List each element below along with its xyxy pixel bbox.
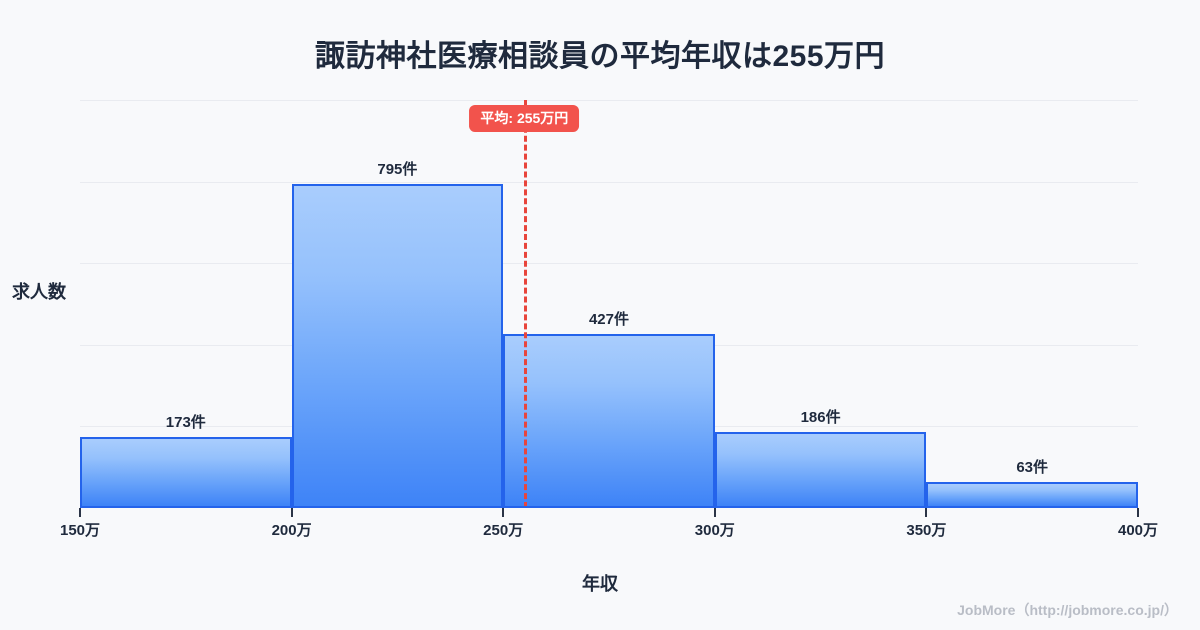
bar[interactable] [926,482,1138,508]
x-axis-tick-label: 250万 [483,522,524,539]
y-axis-title: 求人数 [12,282,66,302]
watermark-label: JobMore（http://jobmore.co.jp/） [957,602,1178,618]
x-axis-tick-label: 200万 [271,522,312,539]
x-axis-tick-label: 150万 [59,522,101,539]
bar-value-label: 173件 [165,414,206,432]
x-axis-tick-label: 300万 [694,522,735,539]
x-axis-tick-mark [925,508,928,517]
x-axis-tick-mark [1137,508,1139,517]
gridline [80,263,1138,265]
x-axis-title: 年収 [582,574,618,594]
bar-value-label: 63件 [1016,459,1049,477]
axis-baseline [80,506,1138,508]
average-badge: 平均: 255万円 [469,105,580,132]
plot-area [80,100,1138,508]
bar-value-label: 186件 [800,409,841,427]
bar[interactable] [503,333,715,508]
x-axis-tick-mark [290,508,293,517]
x-axis-tick-label: 350万 [906,522,947,539]
bar-value-label: 795件 [377,160,418,178]
x-axis-tick-mark [79,508,81,517]
chart-title: 諏訪神社医療相談員の平均年収は255万円 [314,40,886,73]
bar[interactable] [291,183,504,508]
x-axis-tick-mark [713,508,716,517]
x-axis-tick-mark [502,508,505,517]
bar[interactable] [80,437,292,508]
x-axis-tick-label: 400万 [1117,522,1159,539]
average-line [524,100,528,508]
gridline [80,181,1138,183]
gridline [80,100,1138,101]
bar[interactable] [714,432,927,508]
bar-value-label: 427件 [588,310,629,328]
